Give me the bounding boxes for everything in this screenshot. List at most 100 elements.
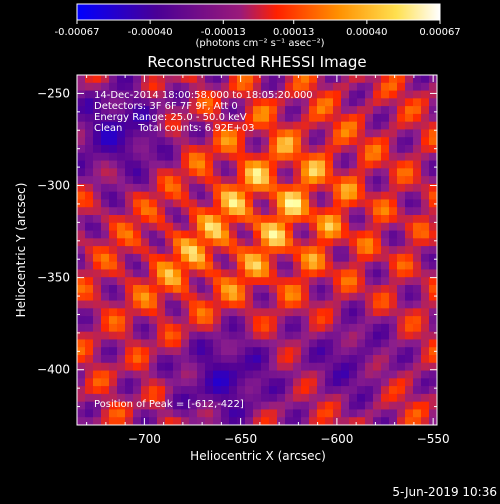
heatmap-cell — [109, 300, 118, 309]
heatmap-cell — [429, 401, 437, 411]
heatmap-cell — [317, 90, 326, 99]
heatmap-cell — [237, 300, 246, 309]
heatmap-cell — [309, 106, 318, 115]
heatmap-cell — [141, 378, 150, 387]
heatmap-cell — [325, 113, 334, 123]
heatmap-cell — [309, 417, 318, 425]
heatmap-cell — [253, 137, 262, 146]
heatmap-cell — [237, 113, 246, 123]
heatmap-cell — [157, 199, 166, 208]
heatmap-cell — [125, 183, 134, 193]
heatmap-cell — [317, 393, 326, 403]
heatmap-cell — [173, 370, 182, 379]
heatmap-cell — [317, 82, 326, 92]
heatmap-cell — [245, 331, 254, 341]
heatmap-cell — [85, 238, 94, 247]
heatmap-cell — [253, 292, 262, 302]
heatmap-cell — [181, 106, 190, 115]
heatmap-cell — [429, 316, 437, 325]
heatmap-cell — [277, 207, 286, 216]
heatmap-cell — [293, 355, 302, 364]
heatmap-cell — [141, 261, 150, 271]
heatmap-cell — [301, 285, 310, 294]
heatmap-cell — [181, 355, 190, 364]
heatmap-cell — [293, 323, 302, 333]
heatmap-cell — [133, 253, 142, 263]
heatmap-cell — [373, 176, 382, 185]
heatmap-cell — [261, 129, 270, 138]
heatmap-cell — [293, 230, 302, 239]
heatmap-cell — [101, 378, 110, 387]
heatmap-cell — [261, 285, 270, 294]
heatmap-cell — [141, 168, 150, 177]
heatmap-cell — [101, 347, 110, 356]
heatmap-cell — [277, 300, 286, 309]
heatmap-cell — [341, 331, 350, 341]
heatmap-cell — [141, 121, 150, 131]
heatmap-cell — [389, 129, 398, 138]
heatmap-cell — [149, 75, 158, 84]
heatmap-cell — [165, 238, 174, 247]
heatmap-cell — [357, 409, 366, 418]
heatmap-cell — [325, 191, 334, 201]
heatmap-cell — [285, 90, 294, 99]
heatmap-cell — [245, 222, 254, 232]
heatmap-cell — [333, 285, 342, 294]
heatmap-cell — [293, 215, 302, 224]
heatmap-cell — [325, 222, 334, 232]
heatmap-cell — [397, 98, 406, 107]
heatmap-cell — [141, 308, 150, 317]
heatmap-cell — [365, 323, 374, 333]
heatmap-cell — [429, 370, 437, 379]
heatmap-cell — [301, 113, 310, 123]
heatmap-cell — [141, 106, 150, 115]
heatmap-cell — [189, 323, 198, 333]
heatmap-cell — [269, 409, 278, 418]
heatmap-cell — [85, 308, 94, 317]
heatmap-cell — [357, 253, 366, 263]
heatmap-cell — [229, 362, 238, 372]
heatmap-cell — [133, 137, 142, 146]
heatmap-cell — [429, 347, 437, 356]
heatmap-cell — [429, 409, 437, 418]
heatmap-cell — [405, 409, 414, 418]
heatmap-cell — [109, 98, 118, 107]
heatmap-cell — [405, 129, 414, 138]
heatmap-cell — [421, 386, 430, 395]
heatmap-cell — [205, 137, 214, 146]
heatmap-cell — [341, 417, 350, 425]
heatmap-cell — [341, 82, 350, 92]
heatmap-cell — [149, 183, 158, 193]
heatmap-cell — [149, 160, 158, 169]
heatmap-cell — [309, 191, 318, 201]
heatmap-cell — [397, 90, 406, 99]
heatmap-cell — [125, 331, 134, 341]
heatmap-cell — [77, 222, 86, 232]
heatmap-cell — [245, 401, 254, 411]
heatmap-cell — [157, 106, 166, 115]
heatmap-cell — [349, 129, 358, 138]
heatmap-cell — [277, 215, 286, 224]
heatmap-cell — [365, 269, 374, 278]
heatmap-cell — [141, 222, 150, 232]
heatmap-cell — [77, 300, 86, 309]
heatmap-cell — [429, 113, 437, 123]
heatmap-cell — [253, 269, 262, 278]
heatmap-cell — [181, 183, 190, 193]
heatmap-cell — [245, 152, 254, 162]
heatmap-cell — [197, 137, 206, 146]
heatmap-cell — [397, 152, 406, 162]
heatmap-cell — [93, 409, 102, 418]
heatmap-cell — [101, 199, 110, 208]
heatmap-cell — [373, 292, 382, 302]
heatmap-cell — [341, 106, 350, 115]
heatmap-cell — [173, 417, 182, 425]
heatmap-cell — [365, 285, 374, 294]
heatmap-cell — [165, 401, 174, 411]
heatmap-cell — [141, 176, 150, 185]
heatmap-cell — [421, 176, 430, 185]
heatmap-cell — [261, 401, 270, 411]
heatmap-cell — [245, 230, 254, 239]
heatmap-cell — [285, 417, 294, 425]
